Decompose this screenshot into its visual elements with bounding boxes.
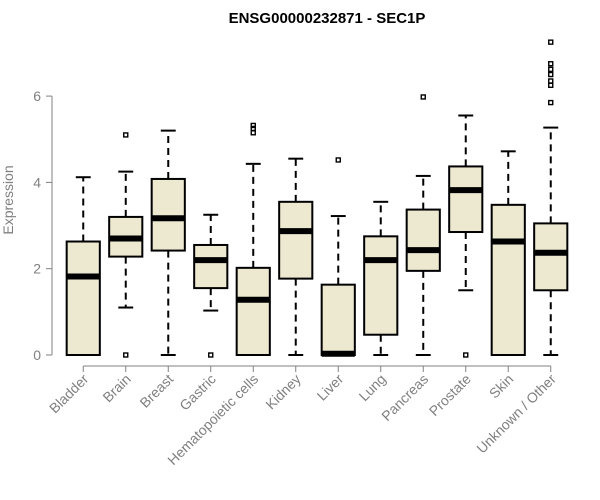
outlier-point [463,352,469,358]
outlier-point [548,66,554,73]
x-tick-label: Kidney [262,371,304,413]
outlier-point [548,71,554,78]
iqr-box [320,283,356,357]
iqr-box [65,240,101,356]
outlier-point [208,352,214,358]
boxes-group [65,39,569,358]
x-tick-label: Bladder [46,371,92,417]
y-tick-label: 6 [33,88,41,104]
outlier-point [548,78,554,84]
x-tick-label: Breast [136,371,176,411]
x-tick-label: Prostate [426,371,474,419]
x-tick-label: Brain [99,371,133,405]
box-unknown-other [533,39,569,356]
y-axis-label: Expression [0,165,16,234]
box-kidney [278,157,314,356]
outlier-point [420,94,426,100]
outlier-point [548,61,554,67]
box-bladder [65,176,101,356]
outlier-point [548,99,554,106]
box-breast [150,129,186,356]
outlier-point [250,122,256,129]
box-pancreas [405,94,441,356]
iqr-box [448,165,484,234]
y-tick-label: 4 [33,174,41,190]
outlier-point [335,157,341,163]
y-tick-label: 0 [33,347,41,363]
outlier-point [548,39,554,45]
box-hematopoietic-cells [235,122,271,356]
iqr-box [150,177,186,252]
x-tick-label: Unknown / Other [473,371,559,457]
iqr-box [405,208,441,272]
box-lung [363,200,399,356]
box-prostate [448,114,484,358]
iqr-box [235,266,271,356]
iqr-box [193,243,229,290]
outlier-point [250,130,256,136]
outlier-point [123,132,129,138]
box-brain [108,132,144,358]
x-tick-label: Skin [486,371,517,402]
box-skin [490,150,526,356]
x-tick-label: Pancreas [378,371,431,424]
x-tick-label: Liver [314,371,347,404]
x-tick-label: Lung [356,371,389,404]
iqr-box [363,235,399,336]
iqr-box [490,203,526,356]
iqr-box [533,222,569,292]
box-gastric [193,213,229,358]
outlier-point [548,82,554,89]
box-liver [320,157,356,357]
y-tick-label: 2 [33,261,41,277]
y-axis: 0 2 4 6 [33,88,53,363]
outlier-point [123,352,129,358]
iqr-box [278,200,314,280]
chart-title: ENSG00000232871 - SEC1P [229,10,426,27]
outlier-point [250,125,256,132]
